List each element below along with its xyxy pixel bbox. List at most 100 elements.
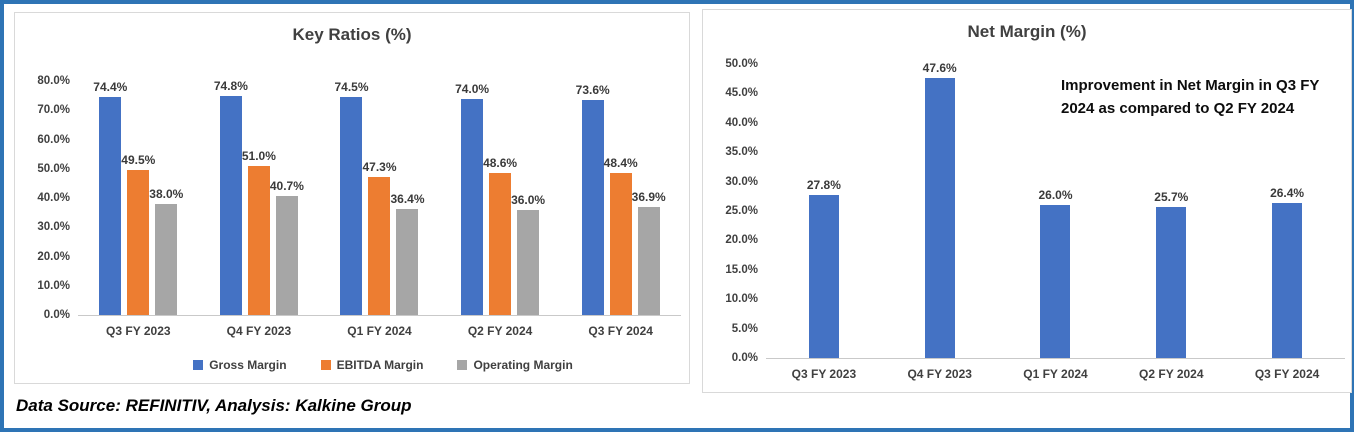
legend-item-gross-margin: Gross Margin — [193, 358, 287, 372]
bar-value-label: 48.4% — [603, 156, 638, 171]
bar-value-label: 36.9% — [631, 190, 666, 205]
x-axis-label-q1-fy-2024: Q1 FY 2024 — [347, 324, 412, 338]
bar-ebitda-margin-q4-fy-2023: 51.0% — [242, 149, 276, 315]
y-tick-label: 0.0% — [43, 309, 70, 321]
y-tick-label: 60.0% — [37, 133, 70, 146]
y-tick-label: 50.0% — [725, 58, 758, 70]
x-axis-label-q2-fy-2024: Q2 FY 2024 — [1139, 367, 1204, 381]
bar-value-label: 27.8% — [806, 177, 841, 192]
y-axis: 0.0% 10.0% 20.0% 30.0% 40.0% 50.0% 60.0% 70.0% 8… — [25, 75, 78, 321]
y-tick-label: 25.0% — [725, 205, 758, 217]
bar-value-label: 51.0% — [241, 148, 276, 163]
y-tick-label: 50.0% — [37, 162, 70, 175]
x-axis-label-q2-fy-2024: Q2 FY 2024 — [467, 324, 533, 338]
bar-group-q3-fy-2024: 26.4% — [1229, 65, 1345, 358]
y-tick-label: 10.0% — [37, 279, 70, 292]
bar-gross-margin-q1-fy-2024: 74.5% — [334, 80, 369, 315]
legend-label: Gross Margin — [209, 358, 287, 372]
net-margin-chart-panel: Net Margin (%) 0.0% 5.0% 10.0% 15.0% 20.0% 25… — [702, 9, 1352, 393]
x-axis-label-q3-fy-2024: Q3 FY 2024 — [588, 324, 653, 338]
bar-net-margin-q3-fy-2024: 26.4% — [1270, 186, 1304, 358]
net-margin-chart: 0.0% 5.0% 10.0% 15.0% 20.0% 25.0% 30.0% 35.0% 40… — [711, 58, 1345, 381]
bar-value-label: 40.7% — [269, 178, 304, 193]
bar-operating-margin-q2-fy-2024: 36.0% — [511, 193, 545, 315]
x-axis-label-q3-fy-2024: Q3 FY 2024 — [1254, 367, 1320, 381]
bar-value-label: 36.0% — [511, 192, 546, 207]
bar-operating-margin-q3-fy-2023: 38.0% — [149, 187, 183, 315]
bar-operating-margin-q1-fy-2024: 36.4% — [390, 192, 425, 315]
legend-label: EBITDA Margin — [336, 358, 424, 372]
bar-value-label: 38.0% — [149, 186, 184, 201]
bar-group-q1-fy-2024: 74.5% 47.3% 36.4% — [319, 80, 440, 315]
bar-ebitda-margin-q3-fy-2024: 48.4% — [604, 156, 638, 315]
y-tick-label: 10.0% — [725, 293, 758, 306]
data-source-caption: Data Source: REFINITIV, Analysis: Kalkin… — [16, 396, 412, 415]
bar-group-q4-fy-2023: 74.8% 51.0% 40.7% — [199, 79, 320, 315]
bar-net-margin-q3-fy-2023: 27.8% — [807, 178, 841, 358]
y-tick-label: 5.0% — [731, 322, 758, 335]
bar-group-q4-fy-2023: 47.6% — [882, 61, 998, 358]
bar-value-label: 49.5% — [121, 153, 156, 168]
bar-group-q1-fy-2024: 26.0% — [998, 65, 1114, 358]
legend-swatch-icon — [457, 360, 468, 370]
bar-value-label: 26.4% — [1270, 185, 1305, 200]
x-axis-label-q3-fy-2023: Q3 FY 2023 — [106, 324, 171, 338]
key-ratios-chart-title: Key Ratios (%) — [292, 25, 412, 44]
bar-value-label: 48.6% — [483, 155, 518, 170]
y-tick-label: 35.0% — [725, 146, 758, 159]
plot-area: 74.4% 49.5% 38.0% 74.8% 51.0% 40.7% 74.5% 47.3%… — [78, 79, 681, 316]
x-axis-label-q1-fy-2024: Q1 FY 2024 — [1023, 367, 1088, 381]
key-ratios-chart-panel: Key Ratios (%) 0.0% 10.0% 20.0% 30.0% 40.0% 5… — [14, 12, 690, 384]
y-tick-label: 15.0% — [725, 263, 758, 276]
bar-group-q2-fy-2024: 74.0% 48.6% 36.0% — [440, 82, 561, 315]
legend-swatch-icon — [193, 360, 204, 370]
y-tick-label: 20.0% — [37, 250, 70, 263]
bar-group-q3-fy-2023: 27.8% — [766, 65, 882, 358]
x-axis-label-q4-fy-2023: Q4 FY 2023 — [907, 367, 972, 381]
net-margin-annotation: Improvement in Net Margin in Q3 FY 2024 … — [1061, 77, 1320, 118]
x-axis-label-q3-fy-2023: Q3 FY 2023 — [791, 367, 857, 381]
y-tick-label: 30.0% — [37, 221, 70, 234]
bar-value-label: 25.7% — [1154, 189, 1189, 204]
chart-legend: Gross Margin EBITDA Margin Operating Margi… — [85, 358, 681, 372]
bar-value-label: 36.4% — [390, 191, 425, 206]
x-axis: Q3 FY 2023 Q4 FY 2023 Q1 FY 2024 Q2 FY 2024… — [78, 324, 681, 338]
y-tick-label: 40.0% — [725, 116, 758, 129]
bar-operating-margin-q4-fy-2023: 40.7% — [270, 179, 304, 315]
bar-gross-margin-q3-fy-2024: 73.6% — [576, 83, 610, 315]
legend-swatch-icon — [320, 360, 331, 370]
key-ratios-chart: 0.0% 10.0% 20.0% 30.0% 40.0% 50.0% 60.0% 70.0% 8… — [25, 75, 681, 372]
y-tick-label: 0.0% — [731, 352, 758, 364]
bar-value-label: 74.8% — [213, 79, 248, 94]
y-tick-label: 70.0% — [37, 104, 70, 117]
bar-ebitda-margin-q2-fy-2024: 48.6% — [483, 156, 517, 315]
bar-value-label: 74.0% — [455, 81, 490, 96]
y-tick-label: 20.0% — [725, 234, 758, 247]
bar-value-label: 74.4% — [93, 80, 128, 95]
y-tick-label: 80.0% — [37, 75, 70, 87]
bar-operating-margin-q3-fy-2024: 36.9% — [632, 190, 666, 315]
bar-net-margin-q1-fy-2024: 26.0% — [1038, 188, 1073, 358]
bar-value-label: 26.0% — [1038, 188, 1073, 203]
legend-label: Operating Margin — [473, 358, 573, 372]
bar-value-label: 73.6% — [575, 82, 610, 97]
bar-net-margin-q4-fy-2023: 47.6% — [923, 61, 957, 358]
y-tick-label: 30.0% — [725, 175, 758, 188]
legend-item-operating-margin: Operating Margin — [457, 358, 573, 372]
bar-value-label: 47.3% — [362, 159, 397, 174]
bar-gross-margin-q2-fy-2024: 74.0% — [455, 82, 489, 315]
bar-group-q2-fy-2024: 25.7% — [1113, 65, 1229, 358]
y-axis: 0.0% 5.0% 10.0% 15.0% 20.0% 25.0% 30.0% 35.0% 40… — [711, 58, 766, 364]
bar-value-label: 47.6% — [922, 61, 957, 76]
bar-gross-margin-q3-fy-2023: 74.4% — [93, 80, 127, 315]
bar-group-q3-fy-2024: 73.6% 48.4% 36.9% — [560, 82, 681, 315]
y-tick-label: 45.0% — [725, 87, 758, 100]
bar-net-margin-q2-fy-2024: 25.7% — [1154, 190, 1188, 358]
bar-ebitda-margin-q3-fy-2023: 49.5% — [121, 153, 155, 315]
bar-value-label: 74.5% — [334, 80, 369, 95]
y-tick-label: 40.0% — [37, 192, 70, 204]
x-axis-label-q4-fy-2023: Q4 FY 2023 — [226, 324, 292, 338]
legend-item-ebitda-margin: EBITDA Margin — [320, 358, 424, 372]
bar-group-q3-fy-2023: 74.4% 49.5% 38.0% — [78, 80, 199, 315]
